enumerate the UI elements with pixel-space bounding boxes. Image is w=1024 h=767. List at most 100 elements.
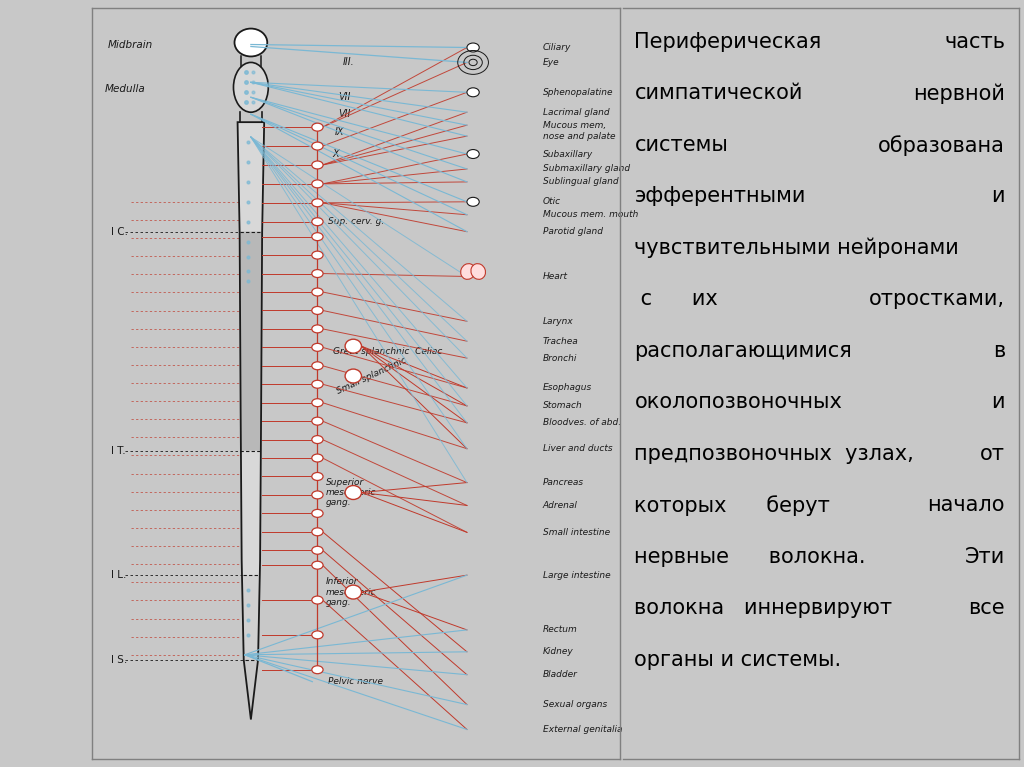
Ellipse shape: [311, 399, 324, 407]
Ellipse shape: [311, 561, 324, 569]
Text: Pancreas: Pancreas: [543, 478, 584, 487]
Text: нервной: нервной: [913, 83, 1005, 104]
Ellipse shape: [233, 62, 268, 112]
Text: I S.: I S.: [111, 655, 127, 665]
Ellipse shape: [311, 546, 324, 555]
Text: отростками,: отростками,: [869, 289, 1005, 309]
Text: нервные      волокна.: нервные волокна.: [635, 547, 866, 567]
Text: Pelvic nerve: Pelvic nerve: [328, 677, 383, 686]
Text: и: и: [991, 392, 1005, 412]
Text: Bronchi: Bronchi: [543, 354, 578, 363]
Ellipse shape: [311, 199, 324, 207]
Ellipse shape: [311, 454, 324, 462]
Text: Lacrimal gland: Lacrimal gland: [543, 107, 609, 117]
Text: от: от: [980, 443, 1005, 463]
Ellipse shape: [311, 596, 324, 604]
Ellipse shape: [461, 264, 475, 279]
Text: Superior
mesenteric
gang.: Superior mesenteric gang.: [326, 478, 376, 508]
Text: Sphenopalatine: Sphenopalatine: [543, 87, 613, 97]
Ellipse shape: [311, 232, 324, 241]
Ellipse shape: [311, 344, 324, 351]
Text: I C.: I C.: [111, 227, 128, 237]
Text: Bladder: Bladder: [543, 670, 578, 680]
Polygon shape: [238, 122, 264, 232]
Text: Sublingual gland: Sublingual gland: [543, 177, 618, 186]
Text: III.: III.: [343, 58, 354, 67]
Ellipse shape: [345, 585, 361, 599]
Text: Larynx: Larynx: [543, 317, 573, 326]
Text: Submaxillary gland: Submaxillary gland: [543, 164, 630, 173]
Text: Rectum: Rectum: [543, 625, 578, 634]
Text: Inferior
mesenteric
gang.: Inferior mesenteric gang.: [326, 578, 376, 607]
Text: околопозвоночных: околопозвоночных: [635, 392, 843, 412]
Ellipse shape: [311, 436, 324, 443]
Text: Adrenal: Adrenal: [543, 501, 578, 510]
Text: Эти: Эти: [965, 547, 1005, 567]
Ellipse shape: [311, 528, 324, 536]
Ellipse shape: [311, 509, 324, 518]
Polygon shape: [243, 575, 259, 660]
Ellipse shape: [311, 123, 324, 131]
Text: чувствительными нейронами: чувствительными нейронами: [635, 238, 959, 258]
Ellipse shape: [345, 339, 361, 353]
Text: Ciliary: Ciliary: [543, 43, 571, 52]
Polygon shape: [240, 232, 262, 451]
Text: I T.: I T.: [111, 446, 125, 456]
Text: Heart: Heart: [543, 272, 567, 281]
Ellipse shape: [311, 288, 324, 296]
Text: X: X: [333, 149, 339, 159]
Text: начало: начало: [928, 495, 1005, 515]
Ellipse shape: [467, 87, 479, 97]
Text: Bloodves. of abd.: Bloodves. of abd.: [543, 418, 621, 427]
Text: располагающимися: располагающимися: [635, 341, 852, 360]
Text: с      их: с их: [635, 289, 718, 309]
Text: nose and palate: nose and palate: [543, 132, 615, 140]
Text: и: и: [991, 186, 1005, 206]
Ellipse shape: [311, 631, 324, 639]
Ellipse shape: [311, 380, 324, 388]
Text: волокна   иннервируют: волокна иннервируют: [635, 598, 893, 618]
Text: IX: IX: [335, 127, 344, 137]
Text: Otic: Otic: [543, 197, 561, 206]
Text: часть: часть: [944, 31, 1005, 51]
Text: Mucous mem. mouth: Mucous mem. mouth: [543, 210, 638, 219]
Text: Subaxillary: Subaxillary: [543, 150, 593, 159]
Text: Kidney: Kidney: [543, 647, 573, 657]
Ellipse shape: [311, 417, 324, 425]
Text: симпатической: симпатической: [635, 83, 803, 104]
Ellipse shape: [311, 362, 324, 370]
Text: органы и системы.: органы и системы.: [635, 650, 842, 670]
Ellipse shape: [467, 43, 479, 52]
Text: Trachea: Trachea: [543, 337, 579, 346]
Text: I L.: I L.: [111, 570, 126, 580]
Text: Stomach: Stomach: [543, 401, 583, 410]
Ellipse shape: [311, 325, 324, 333]
Text: VII: VII: [338, 92, 350, 102]
Text: Great splanchnic  Celiac: Great splanchnic Celiac: [333, 347, 442, 356]
Ellipse shape: [311, 491, 324, 499]
Text: Sexual organs: Sexual organs: [543, 700, 607, 709]
Ellipse shape: [311, 269, 324, 278]
Ellipse shape: [467, 150, 479, 159]
Ellipse shape: [311, 307, 324, 314]
Text: Периферическая: Периферическая: [635, 31, 821, 51]
Text: предпозвоночных  узлах,: предпозвоночных узлах,: [635, 443, 914, 463]
Ellipse shape: [467, 197, 479, 206]
Ellipse shape: [311, 666, 324, 673]
Text: образована: образована: [879, 135, 1005, 156]
Polygon shape: [241, 451, 261, 575]
Ellipse shape: [311, 161, 324, 169]
Text: VII: VII: [338, 109, 350, 119]
Text: Eye: Eye: [543, 58, 559, 67]
Text: системы: системы: [635, 135, 728, 155]
Text: Liver and ducts: Liver and ducts: [543, 444, 612, 453]
Text: которых      берут: которых берут: [635, 495, 830, 516]
Ellipse shape: [345, 486, 361, 499]
Ellipse shape: [311, 251, 324, 259]
Ellipse shape: [345, 369, 361, 383]
Text: Large intestine: Large intestine: [543, 571, 610, 580]
Text: External genitalia: External genitalia: [543, 725, 623, 734]
Text: все: все: [969, 598, 1005, 618]
Text: Midbrain: Midbrain: [108, 40, 153, 50]
Ellipse shape: [311, 142, 324, 150]
